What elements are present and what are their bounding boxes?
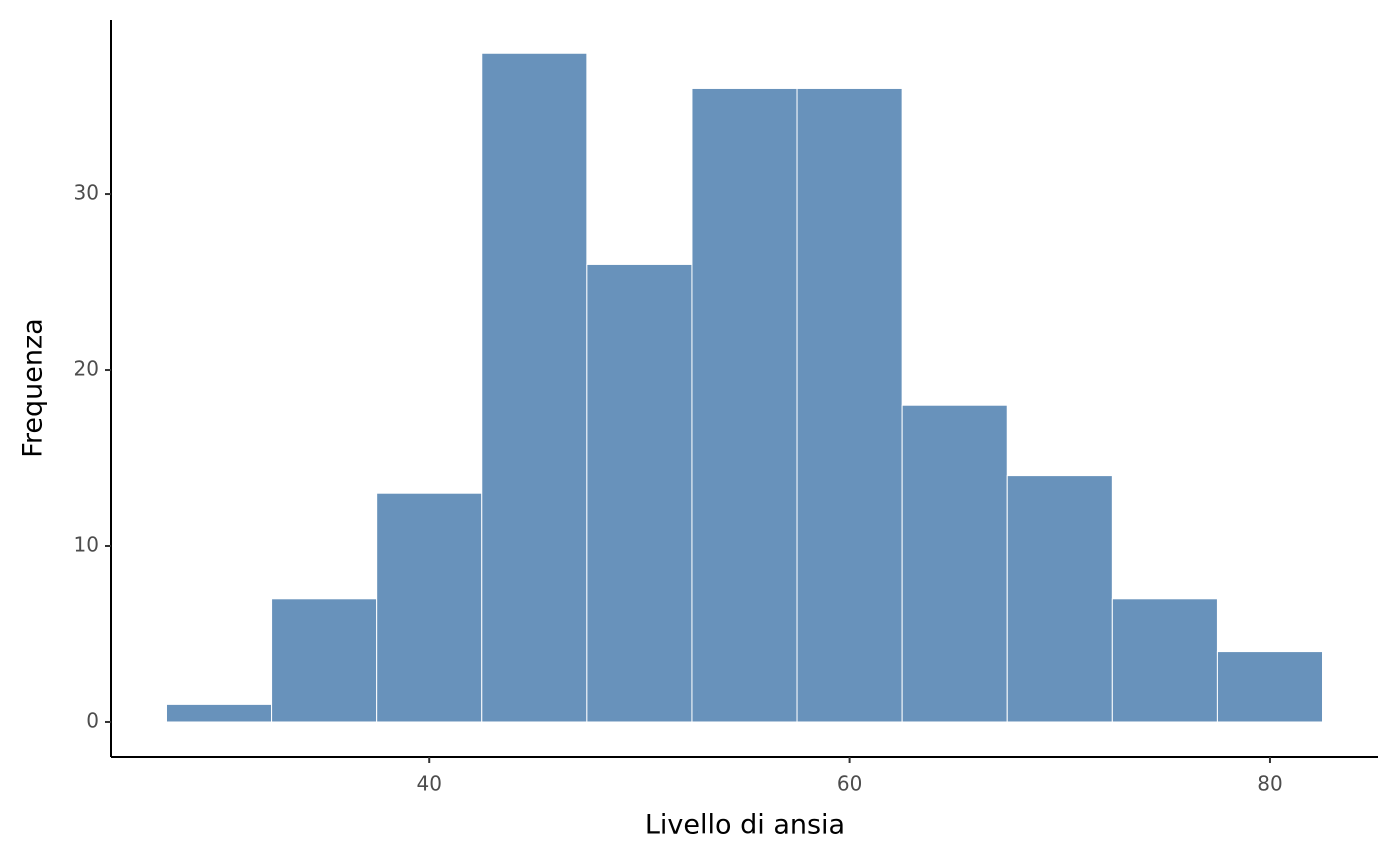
bar (376, 492, 483, 723)
x-tick-label: 60 (837, 772, 862, 796)
bar (165, 703, 273, 723)
y-axis-title: Frequenza (18, 318, 49, 457)
x-axis-title: Livello di ansia (645, 810, 845, 841)
bar (271, 598, 378, 723)
x-tick-label: 40 (416, 772, 441, 796)
bar (901, 404, 1008, 723)
bar (1216, 651, 1324, 723)
bar (1006, 475, 1113, 723)
bar (1111, 598, 1218, 723)
bar (691, 87, 798, 723)
y-tick-label: 20 (74, 357, 99, 381)
y-tick-label: 10 (74, 533, 99, 557)
bar (481, 52, 588, 723)
bar (796, 87, 903, 723)
y-tick-label: 30 (74, 181, 99, 205)
bar (586, 263, 693, 723)
y-tick-label: 0 (86, 708, 99, 732)
x-tick-label: 80 (1257, 772, 1282, 796)
